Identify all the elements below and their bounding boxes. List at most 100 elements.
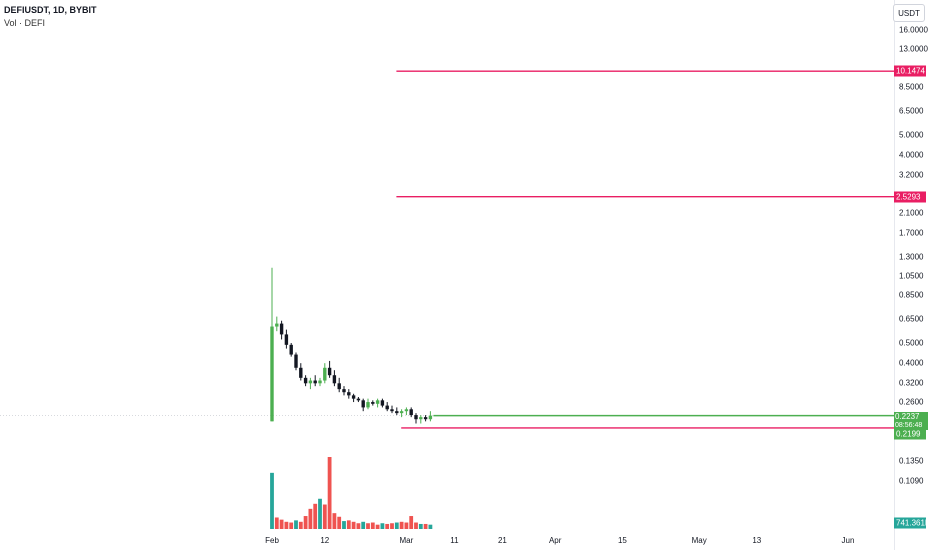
candle-body [332,375,337,384]
volume-bar [370,522,375,529]
price-tick-label: 6.5000 [899,106,924,116]
candle-body [366,402,370,408]
candle-body [342,389,346,393]
volume-bar [298,521,303,529]
candle-body [356,398,361,401]
candle-body [337,383,341,390]
candle-body [419,417,423,420]
price-tick-label: 0.8500 [899,290,924,300]
candle-body [428,415,433,420]
candle-body [375,400,380,404]
volume-bar [274,517,279,529]
candle-body [404,409,409,412]
volume-bar [418,523,423,529]
candle-body [361,400,365,408]
volume-bar [356,523,361,529]
price-tick-label: 0.1350 [899,456,924,466]
volume-indicator-title: Vol · DEFI [4,18,46,28]
volume-bar [270,472,274,529]
volume-bar [414,522,418,529]
time-tick-label: Feb [265,536,279,545]
price-tick-label: 8.5000 [899,82,924,92]
price-tick-label: 0.2600 [899,397,924,407]
price-tick-label: 0.4000 [899,358,924,368]
candle-countdown: 08:56:48 [895,421,923,429]
volume-bar [327,457,332,529]
time-tick-label: Apr [548,536,562,545]
candle-body [318,380,322,384]
volume-bar [351,521,356,529]
candle-body [275,323,279,327]
candle-body [371,402,375,404]
volume-bar [404,522,409,529]
time-tick-label: 11 [450,536,459,545]
volume-bar [337,516,342,529]
price-tick-label: 3.2000 [899,170,924,180]
price-tick-label: 1.0500 [899,271,924,281]
volume-bar [322,504,327,529]
price-tick-label: 0.3200 [899,378,924,388]
price-tick-label: 2.1000 [899,208,924,218]
time-tick-label: 12 [320,536,330,545]
price-tick-label: 0.5000 [899,338,924,348]
volume-bar [366,523,370,529]
candle-body [327,367,332,376]
volume-bar [423,523,428,529]
candle-body [308,380,313,384]
price-tick-label: 1.7000 [899,228,924,238]
volume-bar [284,521,289,529]
volume-bar [289,522,294,529]
volume-bar [342,521,346,529]
price-tick-label: 13.0000 [899,44,928,54]
time-tick-label: 13 [752,536,762,545]
volume-bar [308,508,313,529]
candle-body [385,405,389,410]
candle-body [313,380,317,384]
volume-bar [409,516,414,529]
volume-bar [332,513,337,529]
volume-bar [428,524,433,529]
volume-value-label: 741.361K [894,517,931,529]
volume-bar [318,498,322,529]
price-tick-label: 1.3000 [899,252,924,262]
price-tick-label: 16.0000 [899,25,928,35]
price-tick-label: 5.0000 [899,130,924,140]
volume-bar [385,523,390,529]
price-axis-border [894,0,895,550]
time-tick-label: Mar [399,536,414,545]
candle-body [270,326,274,422]
time-tick-label: May [691,536,707,545]
candle-body [423,417,428,420]
candle-body [289,344,293,355]
candle-body [414,415,418,420]
time-tick-label: 21 [497,536,507,545]
current-price-label: 0.2237 08:56:48 [894,411,928,430]
volume-bar [394,522,399,529]
level-price-label: 10.1474 [894,65,926,77]
symbol-title: DEFIUSDT, 1D, BYBIT [4,5,97,15]
volume-bar [346,520,351,529]
candle-body [399,411,404,414]
volume-bar [380,523,385,529]
current-price-value: 0.2237 [895,411,920,421]
volume-bar [303,516,308,529]
currency-button[interactable]: USDT [893,4,925,22]
volume-bar [361,521,366,529]
candle-body [409,409,413,416]
previous-price-label: 0.2199 [894,428,926,440]
time-tick-label: Jun [841,536,855,545]
candle-body [294,354,298,368]
candle-body [299,367,303,378]
candle-body [279,323,284,335]
candle-body [323,367,327,381]
candle-body [380,400,385,406]
price-tick-label: 0.6500 [899,314,924,324]
volume-bar [279,519,284,529]
price-tick-label: 4.0000 [899,150,924,160]
candle-body [303,377,308,384]
volume-bar [294,520,298,529]
time-tick-label: 15 [617,536,627,545]
volume-bar [313,503,318,529]
candle-body [390,409,394,412]
